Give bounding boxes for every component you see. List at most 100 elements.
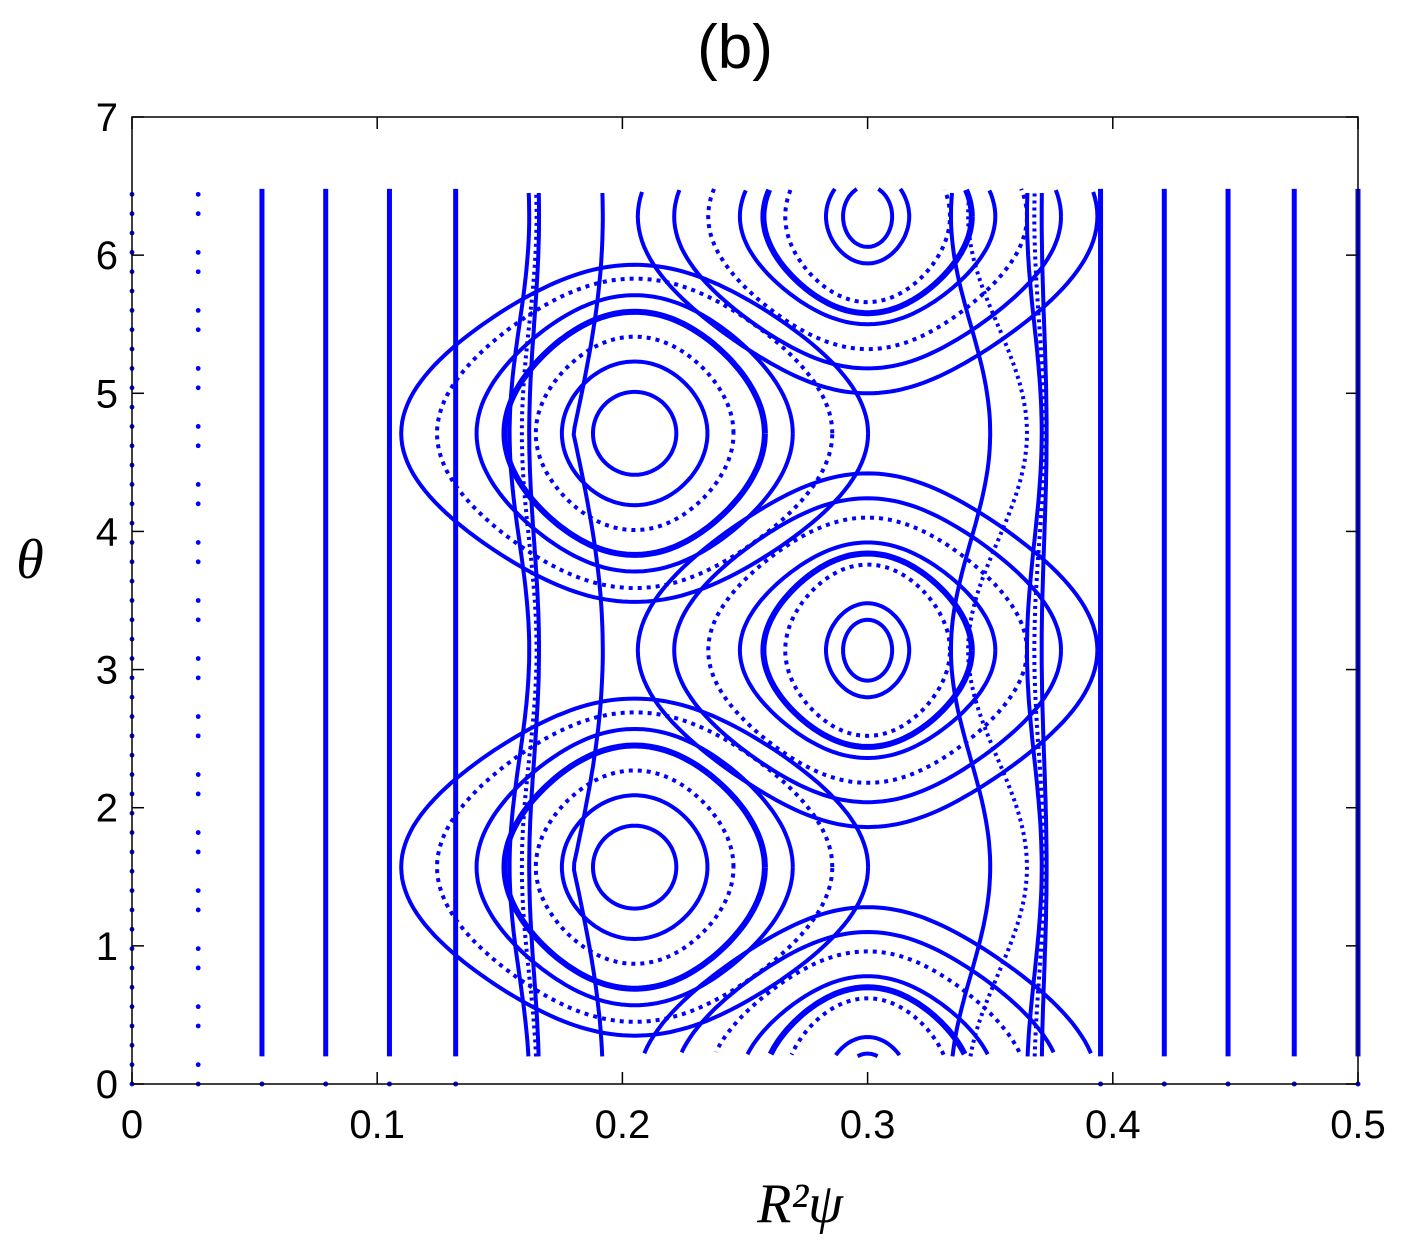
island-orbit — [642, 905, 1093, 1055]
data-point — [195, 191, 201, 197]
island-orbit — [591, 389, 679, 477]
y-tick-label: 5 — [96, 372, 118, 416]
data-point — [195, 308, 201, 313]
island-orbit — [856, 1051, 879, 1058]
x-axis-label: R²ψ — [756, 1173, 844, 1235]
island-orbit — [714, 949, 1021, 1053]
island-orbit — [824, 187, 912, 266]
y-tick-label: 0 — [96, 1063, 118, 1107]
y-tick-label: 6 — [96, 234, 118, 278]
x-tick-label: 0.5 — [1330, 1103, 1386, 1147]
island-orbit — [987, 189, 998, 217]
island-orbit — [841, 187, 895, 249]
data-point — [195, 424, 201, 429]
data-point — [195, 598, 201, 603]
island-orbit — [737, 540, 998, 761]
island-orbit — [591, 823, 679, 911]
y-tick-label: 7 — [96, 96, 118, 140]
data-point — [195, 269, 201, 275]
island-orbit — [501, 742, 768, 992]
data-point — [195, 791, 201, 797]
island-orbit — [533, 334, 736, 532]
x-tick-label: 0.3 — [840, 1103, 896, 1147]
island-orbit — [1053, 189, 1063, 217]
y-tick-label: 3 — [96, 649, 118, 693]
y-axis-ticks: 0 1 2 3 4 5 6 7 — [96, 96, 1358, 1107]
trajectory-curve — [1025, 192, 1044, 1057]
data-point — [195, 888, 201, 893]
island-orbit — [824, 601, 912, 700]
island-orbit — [760, 188, 975, 317]
data-point — [195, 772, 201, 777]
island-orbit — [898, 187, 912, 217]
trajectory-curve — [1039, 193, 1049, 1057]
island-orbit — [760, 550, 975, 750]
island-orbit — [399, 262, 871, 604]
data-point — [195, 714, 201, 719]
island-orbit — [789, 996, 946, 1056]
data-point — [195, 1004, 201, 1010]
data-point — [195, 482, 201, 487]
data-point — [195, 830, 201, 835]
data-point — [195, 327, 201, 333]
island-orbit — [672, 189, 1063, 371]
island-orbit — [501, 308, 768, 558]
island-orbit — [783, 562, 952, 738]
island-orbit — [706, 188, 1029, 352]
island-orbit — [767, 984, 968, 1056]
island-orbit — [679, 929, 1056, 1054]
island-orbit — [1091, 191, 1100, 217]
island-orbit — [559, 793, 710, 942]
data-point — [195, 733, 201, 739]
island-orbit — [399, 696, 871, 1038]
data-point — [195, 443, 201, 449]
data-point — [195, 540, 201, 545]
island-orbit — [834, 1034, 902, 1057]
island-orbit — [635, 191, 1100, 396]
trajectory-curve — [507, 192, 532, 1057]
trajectory-curve — [519, 192, 539, 1057]
data-marks — [129, 187, 1361, 1087]
island-orbit — [841, 617, 895, 683]
x-tick-label: 0.4 — [1085, 1103, 1141, 1147]
data-point — [195, 675, 201, 681]
plot-frame — [131, 116, 1359, 1085]
data-point — [195, 559, 201, 565]
x-axis-ticks: 0 0.1 0.2 0.3 0.4 0.5 — [121, 117, 1386, 1147]
chart-title: (b) — [697, 13, 773, 82]
y-axis-label: θ — [16, 529, 44, 591]
data-point — [195, 965, 201, 971]
y-tick-label: 1 — [96, 925, 118, 969]
island-orbit — [434, 276, 835, 591]
data-point — [195, 366, 201, 371]
x-tick-label: 0.1 — [349, 1103, 405, 1147]
data-point — [195, 385, 201, 391]
separatrix-curve — [571, 192, 605, 1057]
island-orbit — [783, 189, 952, 305]
island-orbit — [745, 974, 990, 1056]
separatrix-curve — [949, 192, 993, 1057]
island-orbit — [737, 189, 998, 327]
data-point — [195, 907, 201, 913]
island-orbit — [533, 768, 736, 966]
data-point — [195, 501, 201, 507]
x-tick-label: 0.2 — [595, 1103, 651, 1147]
island-orbit — [877, 187, 895, 217]
data-point — [195, 617, 201, 623]
data-point — [195, 211, 201, 217]
island-orbit — [635, 471, 1100, 830]
data-point — [195, 249, 201, 255]
island-orbit — [434, 710, 835, 1024]
island-orbit — [963, 188, 975, 217]
island-orbit — [559, 359, 710, 508]
x-tick-label: 0 — [121, 1103, 143, 1147]
data-point — [195, 849, 201, 855]
y-tick-label: 4 — [96, 510, 118, 554]
trajectory-curve — [966, 192, 1030, 1057]
data-point — [195, 656, 201, 661]
data-point — [195, 1062, 201, 1068]
data-point — [195, 946, 201, 952]
island-orbit — [706, 515, 1029, 785]
island-orbit — [672, 496, 1063, 805]
